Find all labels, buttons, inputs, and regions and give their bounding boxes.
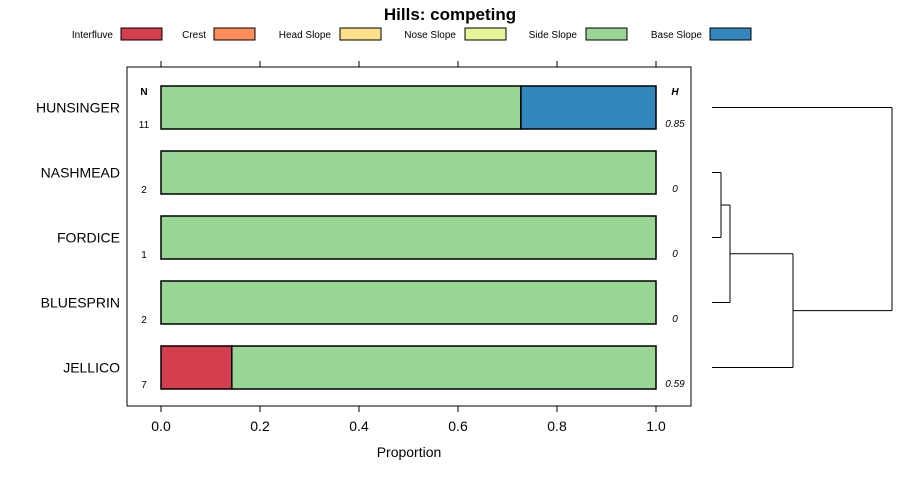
legend-swatch	[709, 27, 752, 41]
row-label: HUNSINGER	[36, 100, 120, 116]
legend-label: Interfluve	[72, 30, 114, 41]
row-label: NASHMEAD	[41, 165, 120, 181]
bar-segment	[160, 150, 657, 195]
row-label: JELLICO	[63, 360, 120, 376]
row-labels: HUNSINGER NASHMEAD FORDICE BLUESPRIN JELLICO	[36, 100, 120, 376]
x-tick-label: 0.4	[349, 418, 369, 434]
n-labels: N 11 2 1 2 7	[139, 87, 150, 391]
legend-swatch	[464, 27, 507, 41]
n-header: N	[140, 87, 147, 98]
chart-title: Hills: competing	[384, 5, 516, 24]
h-labels: H 0.85 0 0 0 0.59	[665, 87, 685, 390]
x-tick-label: 0.6	[448, 418, 468, 434]
legend-swatch	[585, 27, 628, 41]
bar-segment	[160, 280, 657, 325]
legend-swatch	[339, 27, 382, 41]
legend-label: Head Slope	[279, 30, 332, 41]
x-tick-label: 0.2	[250, 418, 270, 434]
h-value: 0	[672, 314, 678, 325]
n-value: 7	[141, 380, 147, 391]
legend-label: Crest	[182, 30, 206, 41]
bar-segment	[231, 345, 657, 390]
legend-label: Side Slope	[529, 30, 578, 41]
bars	[160, 85, 657, 390]
h-value: 0.59	[665, 379, 685, 390]
h-header: H	[671, 87, 679, 98]
plot-frame	[126, 66, 692, 407]
n-value: 11	[139, 120, 150, 131]
bar-segment	[160, 85, 522, 130]
bar-segment	[160, 345, 233, 390]
bar-segment	[160, 215, 657, 260]
x-tick-label: 0.0	[151, 418, 171, 434]
x-tick-label: 1.0	[646, 418, 666, 434]
legend-swatch	[213, 27, 256, 41]
row-label: BLUESPRIN	[41, 295, 120, 311]
x-axis: 0.0 0.2 0.4 0.6 0.8 1.0	[151, 61, 666, 434]
legend-swatch	[120, 27, 163, 41]
dendrogram	[712, 107, 893, 368]
x-axis-label: Proportion	[377, 444, 442, 460]
legend-label: Nose Slope	[404, 30, 456, 41]
legend-label: Base Slope	[651, 30, 703, 41]
bar-segment	[520, 85, 657, 130]
n-value: 2	[141, 315, 147, 326]
n-value: 2	[141, 185, 147, 196]
row-label: FORDICE	[57, 230, 120, 246]
h-value: 0	[672, 249, 678, 260]
legend: Interfluve Crest Head Slope Nose Slope Side …	[72, 27, 752, 41]
x-tick-label: 0.8	[547, 418, 567, 434]
h-value: 0	[672, 184, 678, 195]
h-value: 0.85	[665, 119, 685, 130]
n-value: 1	[141, 250, 147, 261]
